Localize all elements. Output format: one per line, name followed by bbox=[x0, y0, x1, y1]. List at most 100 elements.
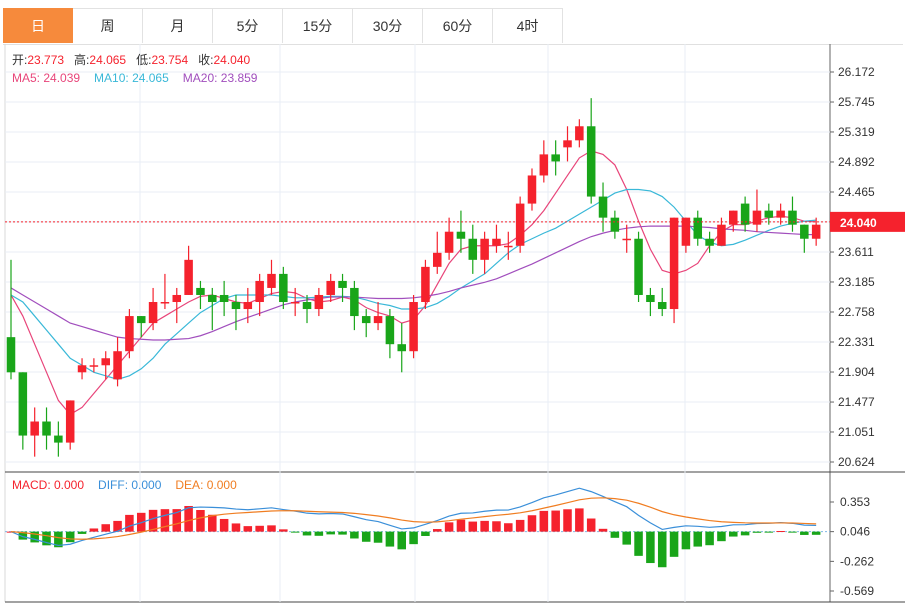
macd-bar-17 bbox=[208, 514, 217, 532]
candle-body-68 bbox=[811, 224, 821, 239]
candle-body-67 bbox=[800, 224, 809, 239]
macd-bar-14 bbox=[172, 509, 182, 532]
ma20-legend: MA20: 23.859 bbox=[183, 71, 258, 85]
candle-body-31 bbox=[373, 316, 383, 324]
diff-line bbox=[10, 487, 817, 547]
macd-bar-34 bbox=[409, 531, 418, 545]
candle-body-29 bbox=[350, 287, 359, 317]
tab-0[interactable]: 日 bbox=[3, 8, 73, 43]
candle-body-47 bbox=[563, 140, 572, 148]
open-value: 23.773 bbox=[27, 53, 64, 67]
legend-labels: 开: 23.773 高: 24.065 低: 23.754 收: 24.040 MA5: 24.… bbox=[12, 52, 258, 492]
tab-2[interactable]: 月 bbox=[143, 8, 213, 43]
candle-body-41 bbox=[492, 238, 501, 246]
candle-body-17 bbox=[208, 294, 217, 303]
macd-tick-label-3: -0.569 bbox=[840, 584, 874, 598]
macd-bar-65 bbox=[776, 531, 785, 533]
macd-bar-12 bbox=[148, 509, 158, 532]
macd-bar-30 bbox=[361, 531, 371, 542]
candle-body-0 bbox=[6, 337, 16, 373]
candle-body-38 bbox=[456, 231, 466, 239]
candle-body-7 bbox=[89, 365, 99, 367]
macd-bar-8 bbox=[101, 524, 110, 532]
ytick-label-2: 25.319 bbox=[838, 125, 875, 139]
candle-body-52 bbox=[622, 238, 631, 241]
low-label: 低: bbox=[136, 53, 151, 67]
macd-bar-46 bbox=[551, 510, 560, 532]
candle-body-21 bbox=[255, 280, 264, 303]
candle-body-44 bbox=[527, 175, 537, 204]
tab-7[interactable]: 4时 bbox=[493, 8, 563, 43]
candle-body-11 bbox=[136, 316, 146, 324]
macd-bar-35 bbox=[421, 531, 430, 536]
candle-body-53 bbox=[634, 238, 643, 295]
candle-body-37 bbox=[444, 231, 454, 253]
candle-body-20 bbox=[243, 302, 253, 310]
candle-body-58 bbox=[693, 217, 703, 239]
ytick-label-9: 22.331 bbox=[838, 335, 875, 349]
candle-body-56 bbox=[669, 217, 679, 310]
candle-body-34 bbox=[409, 302, 418, 352]
candle-body-40 bbox=[480, 238, 489, 260]
macd-bar-31 bbox=[373, 531, 383, 543]
macd-bar-42 bbox=[504, 523, 513, 532]
candle-body-10 bbox=[125, 316, 134, 352]
close-value: 24.040 bbox=[213, 53, 250, 67]
macd-tick-label-1: 0.046 bbox=[840, 525, 870, 539]
macd-bar-40 bbox=[480, 520, 489, 532]
macd-bar-56 bbox=[669, 531, 679, 557]
candle-body-55 bbox=[657, 302, 667, 310]
candle-body-62 bbox=[740, 203, 750, 225]
candle-body-13 bbox=[160, 302, 170, 304]
macd-bar-15 bbox=[184, 505, 193, 532]
ytick-label-3: 24.892 bbox=[838, 155, 875, 169]
candle-body-32 bbox=[385, 316, 395, 345]
dea-line bbox=[10, 497, 817, 540]
macd-bar-64 bbox=[764, 531, 774, 533]
tab-4[interactable]: 15分 bbox=[283, 8, 353, 43]
macd-bar-38 bbox=[456, 519, 466, 532]
tab-3[interactable]: 5分 bbox=[213, 8, 283, 43]
high-value: 24.065 bbox=[89, 53, 126, 67]
macd-panel bbox=[5, 487, 830, 568]
price-axis: 26.172 25.745 25.319 24.892 24.465 23.611 23.1… bbox=[5, 65, 905, 598]
macd-bar-53 bbox=[634, 531, 643, 556]
macd-bar-43 bbox=[515, 519, 525, 532]
candle-body-22 bbox=[267, 273, 276, 288]
macd-bar-67 bbox=[800, 531, 809, 535]
candle-body-64 bbox=[764, 210, 774, 218]
candle-body-6 bbox=[77, 365, 87, 373]
candle-body-49 bbox=[586, 126, 596, 197]
ytick-label-11: 21.477 bbox=[838, 395, 875, 409]
candle-body-30 bbox=[361, 316, 371, 324]
candle-body-28 bbox=[338, 280, 347, 288]
ma-lines bbox=[10, 150, 817, 416]
macd-bar-48 bbox=[575, 508, 584, 532]
macd-bar-22 bbox=[267, 525, 276, 532]
macd-bar-27 bbox=[326, 531, 335, 535]
low-value: 23.754 bbox=[151, 53, 188, 67]
high-label: 高: bbox=[74, 52, 89, 67]
macd-bar-37 bbox=[444, 522, 454, 532]
tab-5[interactable]: 30分 bbox=[353, 8, 423, 43]
candle-body-42 bbox=[504, 245, 513, 248]
candle-body-15 bbox=[184, 259, 193, 295]
candle-body-8 bbox=[101, 358, 110, 366]
macd-bar-25 bbox=[302, 531, 312, 536]
candle-body-57 bbox=[681, 217, 691, 246]
tab-6[interactable]: 60分 bbox=[423, 8, 493, 43]
candle-body-63 bbox=[752, 210, 762, 225]
macd-bar-44 bbox=[527, 515, 537, 532]
macd-bar-21 bbox=[255, 525, 264, 532]
current-price-label: 24.040 bbox=[840, 216, 877, 230]
macd-bar-57 bbox=[681, 531, 691, 550]
macd-bar-55 bbox=[657, 531, 667, 568]
tab-1[interactable]: 周 bbox=[73, 8, 143, 43]
macd-bar-47 bbox=[563, 509, 572, 532]
macd-bar-60 bbox=[717, 531, 726, 542]
macd-bar-58 bbox=[693, 531, 703, 547]
candle-body-24 bbox=[290, 302, 300, 304]
candle-body-36 bbox=[432, 252, 442, 267]
macd-bar-32 bbox=[385, 531, 395, 547]
